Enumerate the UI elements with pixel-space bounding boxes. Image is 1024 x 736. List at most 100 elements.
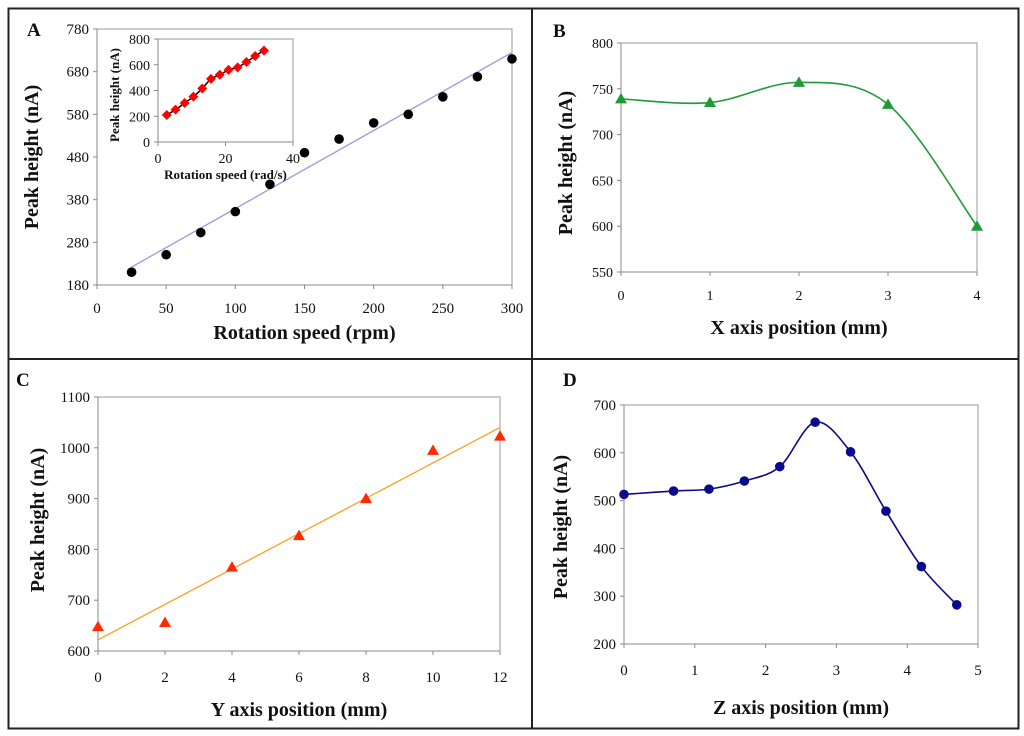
inset-y-tick-label: 400 (129, 85, 150, 100)
x-tick-label: 12 (493, 670, 508, 686)
data-point (704, 96, 716, 108)
data-point (739, 476, 750, 486)
inset-data-point (241, 57, 252, 68)
panel-a: A0 50 100 150 200 250 300180280380480580680780… (21, 20, 523, 344)
data-point (293, 529, 305, 541)
plot-area (623, 404, 979, 645)
inset-data-point (188, 91, 199, 102)
x-tick-label: 10 (426, 670, 441, 686)
data-point (334, 134, 344, 144)
y-tick-label: 700 (594, 398, 617, 414)
panel-d: D 0 1 2 3 4 5 200 300 400 500 600 700 Z axis position… (550, 370, 982, 719)
x-tick-label: 8 (362, 670, 370, 686)
x-tick-label: 100 (224, 301, 247, 317)
inset-x-tick-label: 40 (286, 152, 300, 167)
data-point (810, 417, 820, 428)
y-tick-label: 600 (594, 446, 617, 462)
panel-label: B (553, 21, 566, 42)
data-point (299, 147, 310, 158)
x-tick-label: 150 (293, 301, 316, 317)
data-point (92, 620, 104, 632)
y-tick-label: 700 (68, 593, 91, 609)
inset-data-point (179, 97, 190, 108)
x-tick-label: 4 (903, 663, 911, 679)
data-point (195, 227, 206, 238)
data-point (126, 267, 137, 278)
series-line (620, 81, 978, 227)
inset-x-tick-label: 20 (219, 152, 233, 167)
x-axis-title: X axis position (mm) (710, 317, 887, 339)
data-point (159, 616, 171, 628)
data-point (774, 461, 785, 472)
x-tick-label: 50 (159, 301, 174, 317)
inset-y-tick-label: 600 (129, 59, 150, 74)
data-point (507, 54, 517, 64)
y-tick-label: 800 (592, 37, 613, 52)
x-axis-title: Y axis position (mm) (211, 699, 387, 721)
y-tick-label: 200 (594, 637, 617, 653)
data-point (438, 92, 448, 102)
y-tick-label: 900 (68, 492, 91, 508)
data-point (845, 447, 856, 457)
x-tick-label: 2 (161, 670, 169, 686)
inset-data-point (214, 69, 225, 80)
data-point (619, 489, 629, 500)
y-tick-label: 650 (592, 174, 613, 189)
y-tick-label: 780 (67, 22, 90, 38)
y-tick-label: 1100 (61, 390, 90, 406)
data-point (360, 492, 372, 504)
data-point (615, 92, 627, 104)
inset-data-point (197, 83, 208, 94)
y-tick-label: 500 (594, 494, 617, 510)
panel-b: B 0 1 2 3 4 550 600 650 700 750 800 X axis position … (553, 21, 983, 339)
inset-data-point (232, 62, 243, 73)
y-tick-label: 280 (67, 235, 90, 251)
data-point (403, 109, 414, 120)
inset-data-point (250, 50, 261, 61)
panel-label: A (27, 20, 41, 41)
y-tick-label: 600 (68, 644, 91, 660)
inset-data-point (223, 64, 234, 75)
data-point (882, 98, 894, 109)
x-tick-label: 0 (93, 301, 101, 317)
panel-label: C (16, 370, 30, 391)
x-tick-label: 200 (362, 301, 385, 317)
y-axis-title: Peak height (nA) (555, 91, 577, 235)
data-point (881, 506, 891, 516)
y-tick-label: 680 (67, 65, 90, 81)
data-point (226, 561, 238, 572)
data-point (494, 430, 506, 441)
y-axis-title: Peak height (nA) (550, 455, 572, 599)
y-tick-label: 800 (68, 542, 91, 558)
inset-x-axis-title: Rotation speed (rad/s) (164, 167, 287, 182)
x-axis-title: Rotation speed (rpm) (213, 322, 395, 344)
y-tick-label: 580 (67, 107, 90, 123)
panel-label: D (563, 370, 577, 391)
data-point (916, 561, 927, 572)
y-tick-label: 300 (594, 589, 617, 605)
inset-data-point (161, 109, 172, 120)
inset-data-point (258, 45, 269, 56)
x-tick-label: 0 (620, 663, 628, 679)
panel-c: C 0 2 4 6 8 10 12 600 700 800 900 1000 1100 Y axis pos… (16, 370, 508, 721)
x-tick-label: 0 (618, 289, 625, 304)
y-tick-label: 180 (67, 278, 90, 294)
x-tick-label: 4 (228, 670, 236, 686)
data-point (265, 179, 275, 190)
y-tick-label: 750 (592, 83, 613, 98)
y-tick-label: 700 (592, 129, 613, 144)
data-point (951, 600, 962, 610)
plot-area (97, 396, 501, 652)
x-tick-label: 5 (974, 663, 982, 679)
figure-border (7, 7, 1020, 730)
x-tick-label: 1 (691, 663, 699, 679)
data-point (368, 118, 379, 128)
y-tick-label: 550 (592, 266, 613, 281)
x-tick-label: 1 (707, 289, 714, 304)
x-tick-label: 2 (796, 289, 803, 304)
x-tick-label: 3 (885, 289, 892, 304)
y-tick-label: 380 (67, 193, 90, 209)
y-tick-label: 400 (594, 541, 617, 557)
inset-data-point (205, 73, 216, 84)
